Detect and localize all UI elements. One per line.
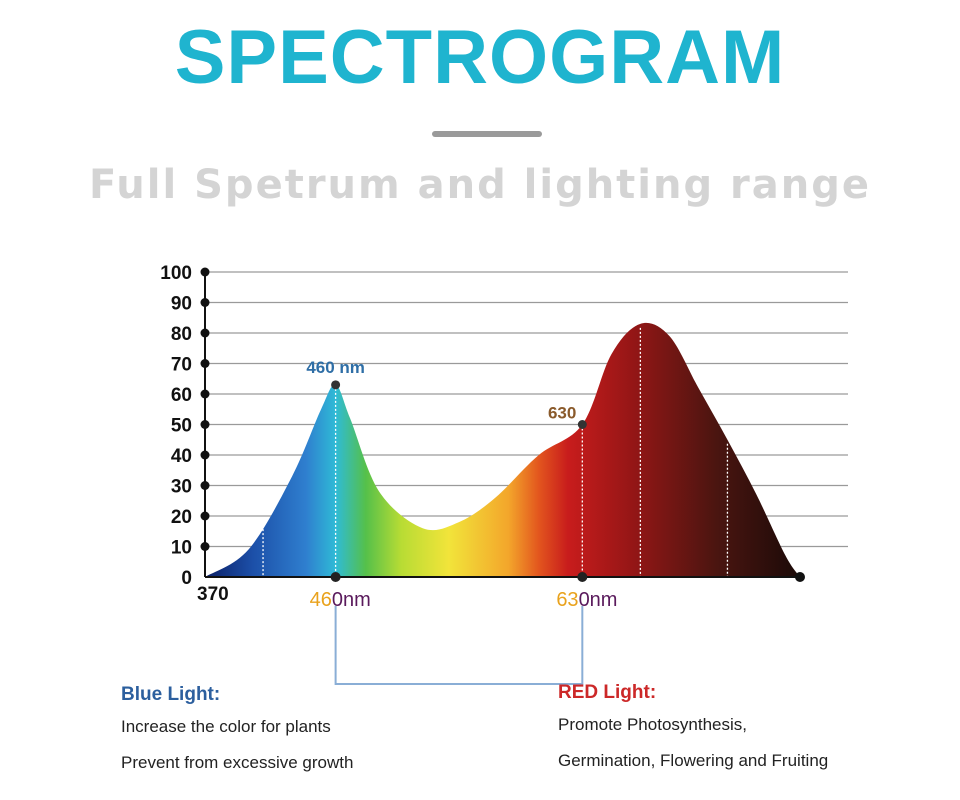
y-tick-dot [200,511,210,521]
y-tick-dot [200,389,210,399]
blue-light-line-2: Prevent from excessive growth [121,753,354,772]
y-tick-label: 90 [171,294,192,315]
marker-label: 460nm [310,589,371,611]
y-tick-dot [200,267,210,277]
y-tick-label: 40 [171,446,192,467]
y-tick-label: 0 [181,568,192,589]
spectrum-area [205,322,800,577]
annotation-label: 630 [548,404,576,423]
blue-light-info: Blue Light: Increase the color for plant… [121,684,353,773]
red-light-line-1: Promote Photosynthesis, [558,715,747,734]
annotation-label: 460 nm [306,358,365,377]
title-divider [432,131,542,137]
red-light-heading: RED Light: [558,682,657,703]
wavelength-connector [334,606,584,685]
y-tick-dot [200,298,210,307]
y-tick-dot [200,359,210,368]
y-tick-label: 20 [171,507,192,528]
blue-light-line-1: Increase the color for plants [121,717,331,736]
y-tick-label: 10 [171,538,192,559]
y-tick-dot [200,481,210,490]
x-axis-end-dot [795,572,805,582]
y-tick-label: 100 [160,263,192,284]
page-subtitle: Full Spetrum and lighting range [88,162,872,208]
annotation-dot [331,380,341,390]
marker-label: 630nm [556,589,617,611]
x-start-label: 370 [197,584,229,605]
y-tick-dot [200,542,210,551]
y-tick-dot [200,450,210,460]
y-tick-label: 70 [171,355,192,376]
y-tick-dot [200,328,210,338]
y-tick-dot [200,420,210,429]
y-tick-label: 50 [171,416,192,437]
page-title: SPECTROGRAM [174,15,786,100]
y-tick-label: 60 [171,385,192,406]
marker-dot [577,572,588,582]
red-light-line-2: Germination, Flowering and Fruiting [558,751,829,770]
y-tick-label: 80 [171,324,192,345]
y-tick-label: 30 [171,477,192,498]
marker-dot [330,572,341,582]
red-light-info: RED Light: Promote Photosynthesis, Germi… [558,682,828,771]
annotation-dot [577,420,587,429]
blue-light-heading: Blue Light: [121,684,221,705]
